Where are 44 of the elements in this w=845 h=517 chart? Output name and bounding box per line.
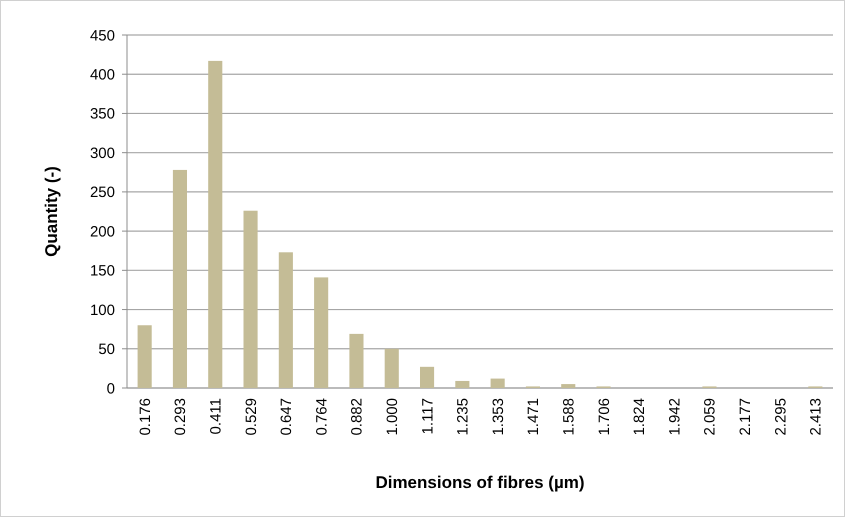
x-tick-label: 0.647 (278, 398, 296, 436)
x-tick-label: 1.588 (560, 398, 578, 436)
x-tick-label: 1.235 (454, 398, 472, 436)
y-tick-label: 150 (90, 262, 115, 280)
bar (208, 60, 222, 388)
y-tick-label: 0 (106, 380, 115, 398)
bar (314, 277, 328, 388)
bar (243, 210, 258, 388)
x-tick-label: 1.353 (490, 398, 507, 436)
y-tick-label: 100 (90, 302, 115, 319)
x-tick-label: 0.176 (136, 398, 154, 436)
x-tick-label: 2.177 (737, 398, 754, 436)
x-tick-label: 1.706 (596, 398, 613, 436)
bar (420, 366, 434, 388)
y-tick-label: 300 (90, 144, 115, 162)
bar (455, 380, 470, 388)
x-tick-label: 2.059 (702, 398, 719, 436)
x-axis-title: Dimensions of fibres (µm) (375, 473, 585, 492)
x-tick-label: 0.529 (242, 398, 260, 436)
x-tick-label: 2.413 (808, 398, 825, 436)
x-tick-label: 2.295 (772, 398, 790, 436)
bar (278, 252, 293, 388)
y-tick-label: 450 (90, 27, 115, 44)
x-tick-label: 0.411 (208, 398, 224, 434)
x-tick-label: 1.942 (666, 398, 684, 436)
y-tick-label: 400 (90, 66, 115, 84)
x-tick-label: 0.882 (348, 398, 366, 436)
bar (561, 384, 576, 388)
bar (138, 325, 152, 388)
bar (172, 170, 188, 388)
y-tick-label: 50 (98, 341, 115, 358)
y-tick-label: 200 (90, 223, 115, 240)
x-tick-label: 1.824 (631, 398, 648, 436)
x-tick-label: 1.471 (525, 398, 542, 436)
y-axis-title: Quantity (-) (42, 166, 61, 257)
bar (349, 334, 364, 388)
bar (384, 348, 399, 388)
x-tick-label: 1.117 (419, 398, 436, 434)
y-tick-label: 250 (90, 184, 115, 202)
y-tick-label: 350 (90, 106, 115, 123)
x-tick-label: 0.293 (172, 398, 190, 436)
bar (490, 378, 505, 388)
x-tick-label: 1.000 (384, 398, 401, 436)
x-tick-label: 0.764 (313, 398, 330, 436)
